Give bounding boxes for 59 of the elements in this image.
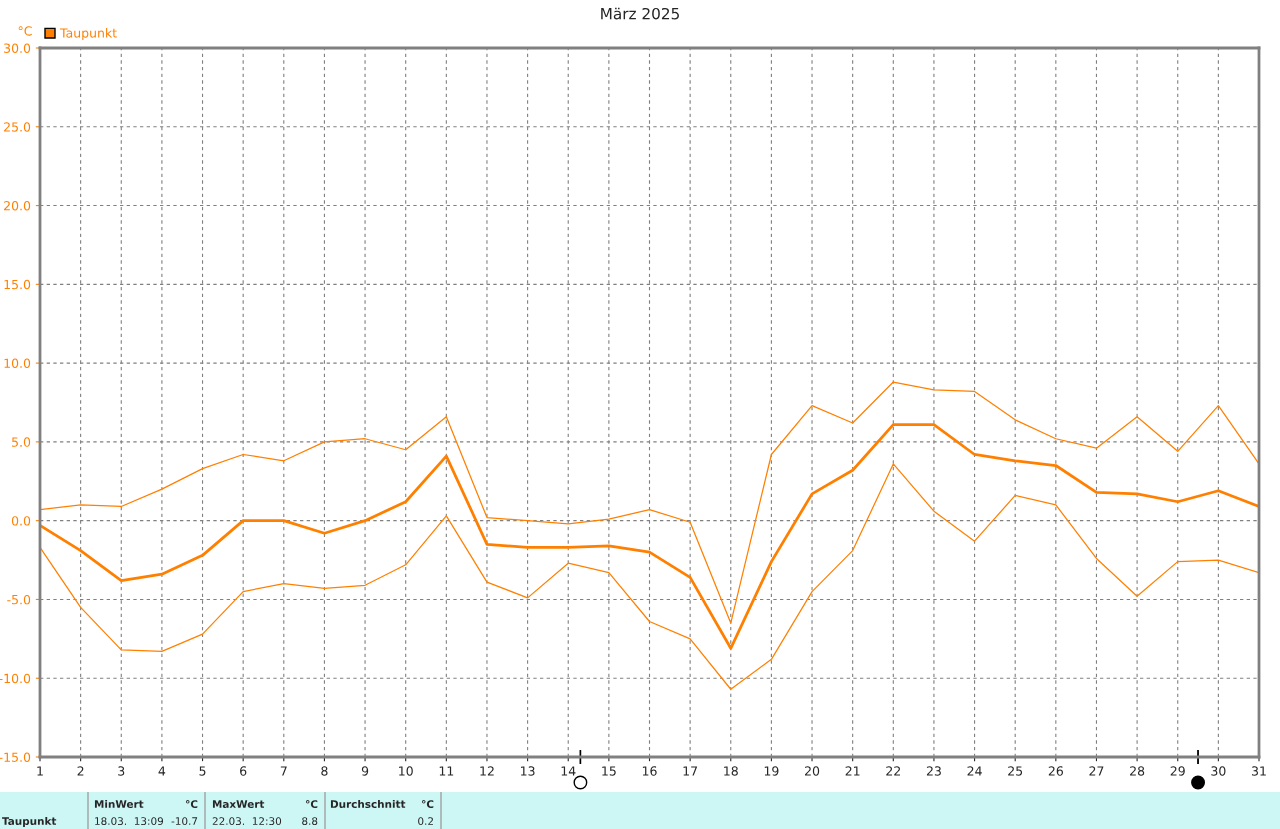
x-tick-label: 24 bbox=[967, 766, 982, 776]
text: 0.2 bbox=[418, 817, 433, 826]
x-tick-label: 28 bbox=[1130, 766, 1145, 776]
x-tick-label: 7 bbox=[280, 766, 287, 776]
x-tick-label: 30 bbox=[1211, 766, 1226, 776]
x-tick-label: 14 bbox=[561, 766, 576, 776]
x-tick-label: 16 bbox=[642, 766, 657, 776]
x-tick-label: 5 bbox=[199, 766, 206, 776]
x-tick-label: 15 bbox=[602, 766, 616, 776]
x-tick-label: 22 bbox=[886, 766, 900, 776]
y-tick-label: 15.0 bbox=[4, 279, 31, 290]
y-tick-label: 30.0 bbox=[4, 43, 31, 53]
x-tick-label: 21 bbox=[845, 766, 860, 776]
y-tick-label: 20.0 bbox=[4, 201, 31, 211]
text: 18.03. 13:09 bbox=[95, 817, 164, 826]
x-tick-label: 13 bbox=[521, 766, 535, 776]
x-tick-label: 4 bbox=[158, 766, 166, 776]
x-tick-label: 31 bbox=[1252, 766, 1266, 776]
y-axis-title: °C bbox=[18, 26, 32, 36]
x-tick-label: 23 bbox=[926, 766, 941, 776]
x-tick-label: 20 bbox=[805, 766, 820, 776]
text: °C bbox=[422, 800, 434, 809]
x-tick-label: 3 bbox=[118, 766, 125, 776]
y-tick-label: 25.0 bbox=[4, 122, 31, 132]
x-tick-label: 8 bbox=[321, 766, 328, 776]
text: °C bbox=[306, 800, 318, 809]
text: Durchschnitt bbox=[330, 799, 406, 809]
x-tick-label: 12 bbox=[480, 766, 494, 776]
y-tick-label: -5.0 bbox=[7, 594, 31, 605]
x-tick-label: 1 bbox=[37, 766, 43, 776]
line-series bbox=[40, 463, 1259, 690]
x-tick-label: 19 bbox=[764, 766, 779, 776]
legend-label: Taupunkt bbox=[59, 28, 117, 41]
text: MaxWert bbox=[212, 800, 265, 809]
text: -10.7 bbox=[171, 817, 198, 826]
x-tick-label: 29 bbox=[1170, 766, 1185, 776]
text: MinWert bbox=[94, 799, 144, 809]
y-tick-label: 5.0 bbox=[12, 437, 31, 447]
x-tick-label: 27 bbox=[1089, 766, 1104, 776]
x-tick-label: 11 bbox=[439, 766, 454, 776]
text: 22.03. 12:30 bbox=[212, 817, 282, 826]
x-tick-label: 26 bbox=[1048, 766, 1063, 776]
x-tick-label: 9 bbox=[361, 766, 369, 776]
line-series bbox=[40, 423, 1259, 650]
line-series bbox=[40, 381, 1259, 624]
chart-title: März 2025 bbox=[601, 7, 679, 20]
x-tick-label: 6 bbox=[240, 766, 247, 776]
text: °C bbox=[186, 800, 198, 809]
y-tick-label: 0.0 bbox=[11, 516, 31, 526]
x-tick-label: 17 bbox=[683, 766, 698, 776]
x-tick-label: 18 bbox=[724, 766, 738, 776]
text: 8.8 bbox=[302, 817, 318, 826]
text: Taupunkt bbox=[2, 816, 57, 828]
y-tick-label: -15.0 bbox=[0, 752, 31, 762]
y-tick-label: -10.0 bbox=[0, 673, 31, 684]
x-tick-label: 25 bbox=[1008, 766, 1023, 776]
y-tick-label: 10.0 bbox=[4, 358, 31, 369]
x-tick-label: 2 bbox=[77, 766, 84, 776]
x-tick-label: 10 bbox=[399, 766, 413, 776]
